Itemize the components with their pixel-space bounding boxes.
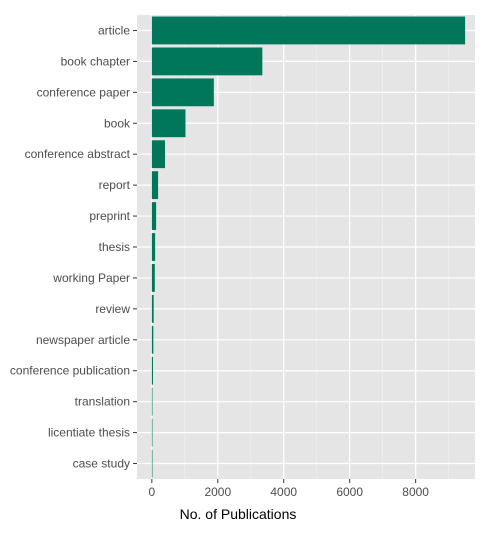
bar-translation [151,387,153,416]
y-tick-label: article [98,23,130,37]
bar-conference-abstract [151,140,166,169]
x-axis-title: No. of Publications [180,506,297,522]
y-axis: article book chapter conference paper book c… [10,23,137,471]
y-tick-label: conference publication [10,364,130,378]
bar-licentiate-thesis [151,418,153,447]
y-tick-label: conference abstract [25,147,131,161]
bar-report [151,171,159,200]
x-axis: 0 2000 4000 6000 8000 [148,479,429,499]
y-tick-label: preprint [89,209,130,223]
y-tick-label: book chapter [61,54,130,68]
y-tick-label: thesis [99,240,130,254]
x-tick-label: 0 [148,485,155,499]
y-tick-label: translation [75,395,130,409]
bar-preprint [151,202,157,230]
bar-working-paper [151,264,155,292]
y-tick-label: review [95,302,130,316]
bars [151,16,466,478]
x-tick-label: 2000 [204,485,231,499]
bar-book-chapter [151,47,263,76]
bar-review [151,294,154,323]
y-tick-label: conference paper [37,85,130,99]
bar-article [151,16,466,45]
x-tick-label: 8000 [402,485,429,499]
y-tick-label: book [104,116,131,130]
y-tick-label: case study [73,457,130,471]
x-tick-label: 6000 [336,485,363,499]
bar-conference-publication [151,356,153,385]
x-tick-label: 4000 [270,485,297,499]
y-tick-label: report [99,178,131,192]
y-tick-label: licentiate thesis [48,426,130,440]
y-tick-label: newspaper article [36,333,130,347]
bar-conference-paper [151,78,214,107]
bar-thesis [151,233,156,261]
bar-newspaper-article [151,325,154,354]
bar-case-study [151,449,153,478]
y-tick-label: working Paper [52,271,130,285]
bar-book [151,109,186,138]
